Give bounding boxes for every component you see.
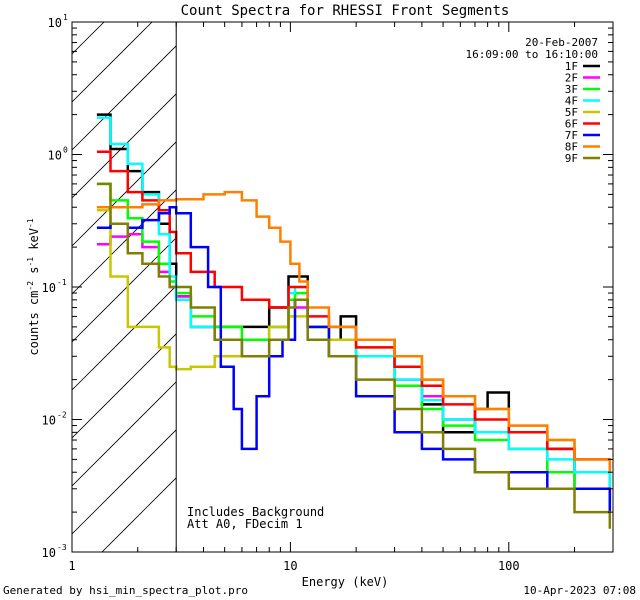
y-tick-exp: 1 — [63, 13, 68, 22]
hatch-line — [72, 381, 177, 487]
y-label-part: counts cm — [27, 291, 41, 356]
series-line-1F — [96, 113, 612, 500]
hatched-region — [72, 22, 177, 552]
y-label-exp: -2 — [26, 281, 35, 291]
hatch-line — [101, 477, 177, 552]
y-tick-exp: -2 — [57, 411, 67, 420]
timestamp: 10-Apr-2023 07:08 — [523, 584, 636, 597]
series-layer — [96, 113, 612, 529]
x-tick-label-1: 1 — [68, 559, 75, 573]
legend-label-7F: 7F — [565, 129, 578, 142]
chart-title: Count Spectra for RHESSI Front Segments — [181, 3, 510, 19]
hatch-line — [72, 237, 177, 343]
y-tick-exp: 0 — [63, 146, 68, 155]
y-tick-label-10-neg3: 10 -3 — [42, 543, 67, 560]
legend-label-4F: 4F — [565, 95, 578, 108]
observation-date: 20-Feb-2007 — [525, 36, 598, 49]
x-tick-label-100: 100 — [498, 559, 520, 573]
hatch-line — [72, 285, 177, 391]
series-line-7F — [96, 205, 612, 513]
generated-by: Generated by hsi_min_spectra_plot.pro — [3, 584, 248, 597]
y-tick-label-10-1: 10 1 — [48, 13, 68, 30]
legend-label-1F: 1F — [565, 60, 578, 73]
observation-time-range: 16:09:00 to 16:10:00 — [466, 48, 598, 61]
y-tick-label-10-neg1: 10 -1 — [42, 278, 67, 295]
annotation-background: Includes Background — [187, 505, 324, 519]
y-label-part: s — [27, 267, 41, 281]
series-line-9F — [96, 182, 612, 529]
hatch-line — [72, 189, 177, 295]
legend-label-6F: 6F — [565, 118, 578, 131]
y-tick-base: 10 — [42, 414, 56, 428]
y-tick-exp: -1 — [57, 278, 67, 287]
y-label-exp: -1 — [26, 218, 35, 228]
hatch-line — [72, 333, 177, 439]
hatch-line — [72, 429, 177, 535]
x-axis-label: Energy (keV) — [302, 575, 389, 589]
hatch-line — [72, 93, 177, 199]
series-line-8F — [96, 190, 612, 473]
y-tick-exp: -3 — [57, 543, 67, 552]
legend-label-5F: 5F — [565, 106, 578, 119]
legend-label-8F: 8F — [565, 141, 578, 154]
y-tick-label-10-0: 10 0 — [48, 146, 68, 163]
y-tick-base: 10 — [48, 149, 62, 163]
y-tick-base: 10 — [42, 546, 56, 560]
legend-label-9F: 9F — [565, 152, 578, 165]
legend-label-2F: 2F — [565, 72, 578, 85]
y-tick-label-10-neg2: 10 -2 — [42, 411, 67, 428]
y-tick-base: 10 — [42, 281, 56, 295]
x-tick-label-10: 10 — [283, 559, 297, 573]
hatch-line — [72, 45, 177, 151]
annotation-attenuator: Att A0, FDecim 1 — [187, 517, 303, 531]
legend-label-3F: 3F — [565, 83, 578, 96]
y-label-exp: -1 — [26, 257, 35, 267]
hatch-line — [72, 141, 177, 247]
y-axis-label: counts cm-2 s-1 keV-1 — [26, 218, 41, 355]
y-label-part: keV — [27, 228, 41, 257]
y-tick-base: 10 — [48, 16, 62, 30]
